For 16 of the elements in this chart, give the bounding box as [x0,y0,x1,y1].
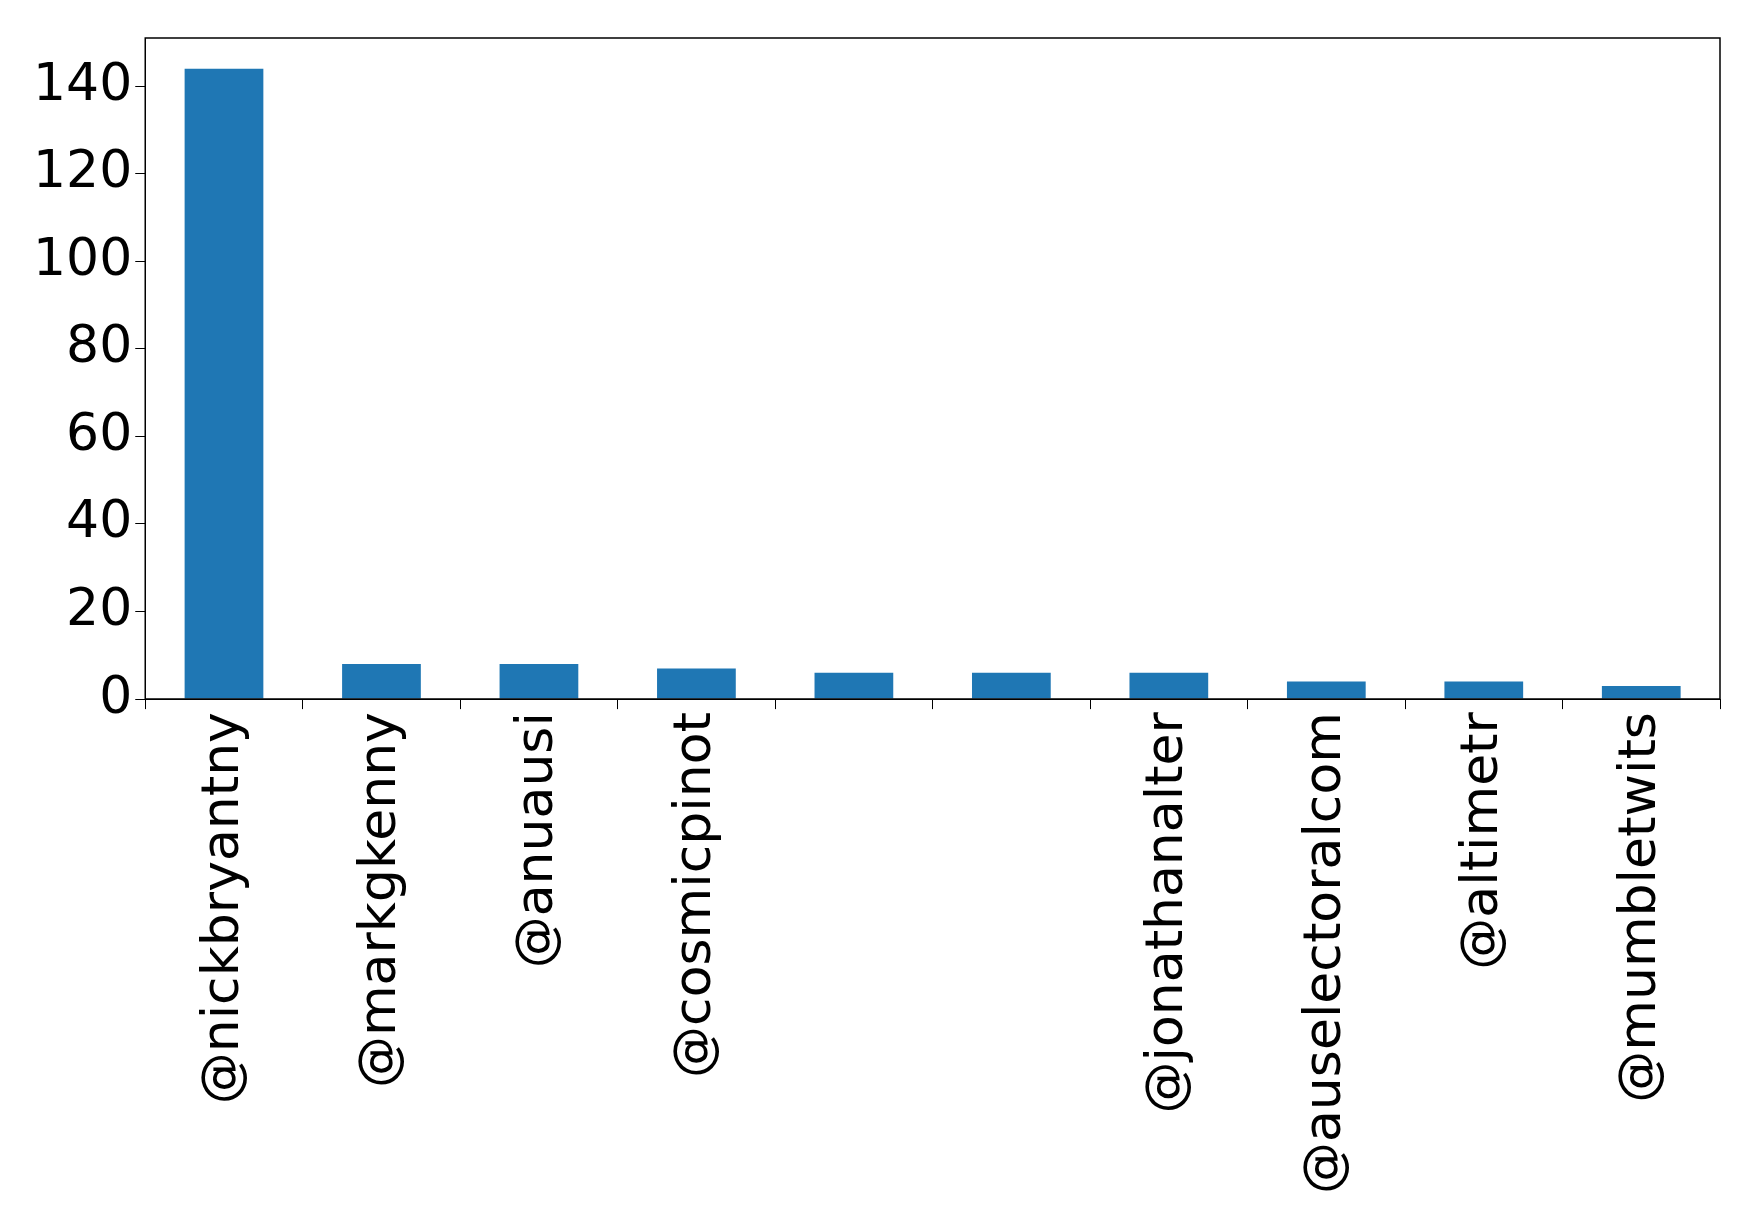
y-tick-label: 100 [32,226,133,287]
x-tick-label: @markgkenny [346,712,407,1089]
x-tick-label: @anuausi [504,712,565,969]
y-tick-label: 0 [99,664,133,725]
x-tick-label: @jonathanalter [1134,711,1195,1114]
x-tick-label: @altimetr [1449,711,1510,970]
y-tick-label: 60 [66,401,133,462]
y-tick-label: 40 [66,489,133,550]
y-tick-label: 120 [32,139,133,200]
x-tick-label: @nickbryantny [189,712,250,1105]
y-tick-label: 140 [32,51,133,112]
x-tick-label: @cosmicpinot [661,712,722,1078]
y-tick-label: 80 [66,314,133,375]
x-tick-label: @auselectoralcom [1291,712,1352,1194]
x-tick-label: @mumbletwits [1606,712,1667,1103]
y-tick-label: 20 [66,577,133,638]
